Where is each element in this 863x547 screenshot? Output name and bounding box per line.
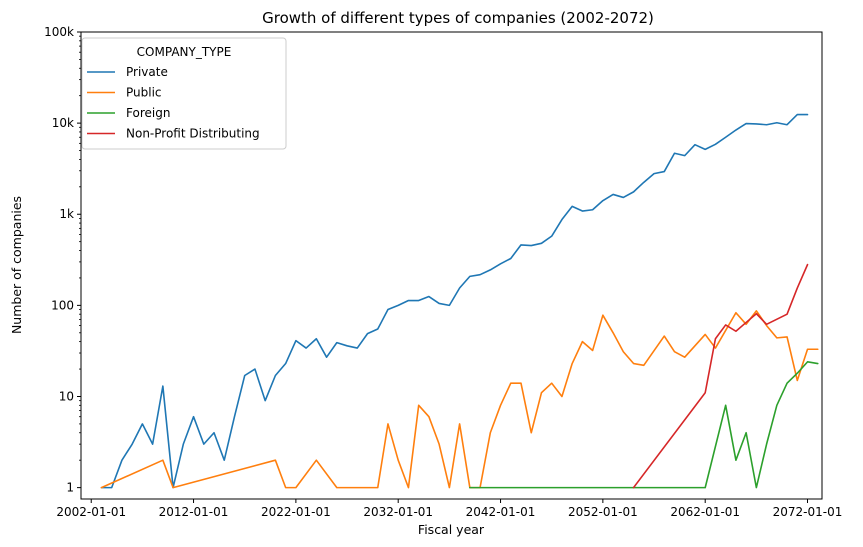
chart-title: Growth of different types of companies (… [262, 9, 654, 27]
legend-label: Private [126, 65, 168, 79]
series-line-foreign [469, 361, 819, 489]
series-lines [100, 113, 819, 489]
y-tick-label: 10k [52, 116, 74, 130]
x-tick-label: 2062-01-01 [670, 505, 740, 519]
y-axis: 1 10 100 1k 10k 100k [44, 25, 81, 495]
series-line-non-profit-distributing [632, 263, 809, 489]
legend-box [81, 37, 287, 150]
y-tick-label: 10 [59, 389, 74, 403]
plot-area [80, 31, 823, 500]
series-line-private [100, 113, 809, 489]
legend-title: COMPANY_TYPE [137, 45, 232, 59]
legend-label: Public [126, 86, 162, 100]
y-axis-title: Number of companies [9, 196, 24, 334]
y-tick-label: 100 [51, 298, 74, 312]
legend-label: Foreign [126, 106, 170, 120]
x-tick-label: 2012-01-01 [159, 505, 229, 519]
x-tick-label: 2042-01-01 [466, 505, 536, 519]
y-tick-label: 1 [66, 481, 74, 495]
x-tick-label: 2002-01-01 [56, 505, 126, 519]
x-axis: 2002-01-01 2012-01-01 2022-01-01 2032-01-01… [56, 499, 842, 519]
y-tick-label: 100k [44, 25, 74, 39]
y-tick-label: 1k [59, 207, 74, 221]
x-tick-label: 2032-01-01 [363, 505, 433, 519]
x-tick-label: 2022-01-01 [261, 505, 331, 519]
x-axis-title: Fiscal year [418, 522, 485, 537]
plot-frame [80, 31, 823, 500]
legend: COMPANY_TYPE Private Public Foreign Non-Pro… [81, 37, 287, 150]
legend-entries: Private Public Foreign Non-Profit Distribut… [87, 65, 260, 141]
legend-label: Non-Profit Distributing [126, 127, 260, 141]
x-tick-label: 2052-01-01 [568, 505, 638, 519]
x-tick-label: 2072-01-01 [773, 505, 843, 519]
series-line-public [100, 310, 819, 489]
